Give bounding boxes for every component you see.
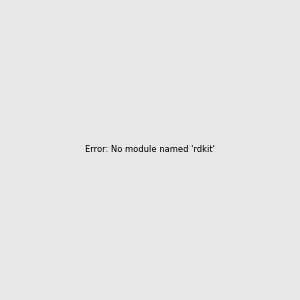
Text: Error: No module named 'rdkit': Error: No module named 'rdkit': [85, 146, 215, 154]
